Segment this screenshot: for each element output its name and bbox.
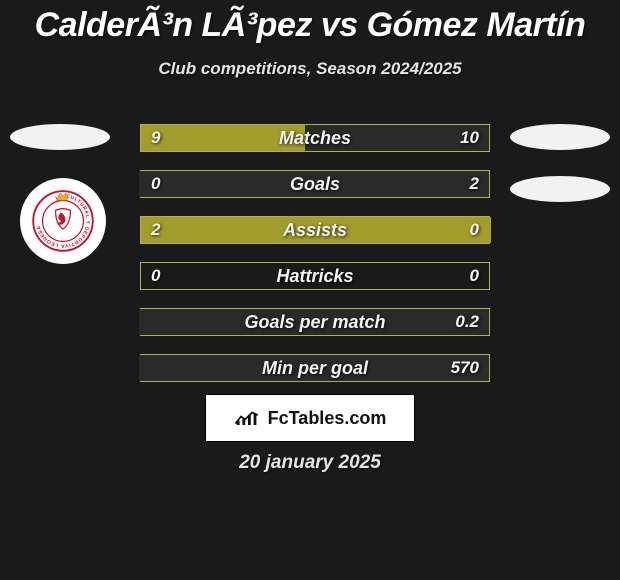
page-title: CalderÃ³n LÃ³pez vs Gómez Martín (0, 0, 620, 45)
club-crest-icon: CULTURAL Y DEPORTIVA LEONESA (32, 190, 94, 252)
bar-fill-player2 (139, 171, 489, 197)
stat-value-player1: 0 (151, 263, 160, 289)
stat-row: 0.2Goals per match (140, 308, 490, 336)
decor-ellipse-right-1 (510, 124, 610, 150)
chart-icon (234, 409, 262, 427)
stat-label: Hattricks (141, 263, 489, 289)
decor-ellipse-right-2 (510, 176, 610, 202)
stats-bars: 910Matches02Goals20Assists00Hattricks0.2… (140, 124, 490, 400)
club-logo: CULTURAL Y DEPORTIVA LEONESA (20, 178, 106, 264)
stat-value-player2: 0 (470, 263, 479, 289)
stat-row: 910Matches (140, 124, 490, 152)
page-subtitle: Club competitions, Season 2024/2025 (0, 59, 620, 79)
stat-row: 0 0Hattricks (140, 262, 490, 290)
stat-value-player1: 9 (151, 125, 160, 151)
decor-ellipse-left (10, 124, 110, 150)
stat-value-player2: 570 (451, 355, 479, 381)
bar-fill-player2 (139, 309, 489, 335)
bar-fill-player2 (139, 355, 489, 381)
footer-brand-text: FcTables.com (268, 408, 387, 429)
stat-value-player1: 2 (151, 217, 160, 243)
stat-row: 570Min per goal (140, 354, 490, 382)
stat-value-player2: 0 (470, 217, 479, 243)
stat-row: 20Assists (140, 216, 490, 244)
bar-fill-player1 (141, 217, 491, 243)
stat-row: 02Goals (140, 170, 490, 198)
stat-value-player2: 2 (470, 171, 479, 197)
stat-value-player2: 10 (460, 125, 479, 151)
footer-brand-badge: FcTables.com (205, 394, 415, 442)
bar-fill-player1 (141, 125, 307, 151)
footer-date: 20 january 2025 (0, 452, 620, 474)
stat-value-player1: 0 (151, 171, 160, 197)
stat-value-player2: 0.2 (455, 309, 479, 335)
